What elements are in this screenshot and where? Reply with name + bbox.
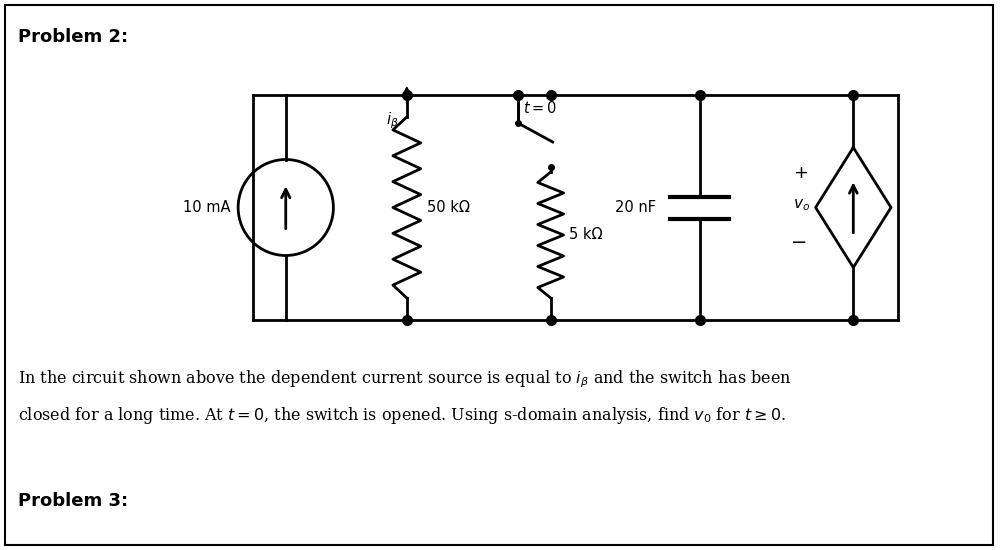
Text: closed for a long time. At $t = 0$, the switch is opened. Using s-domain analysi: closed for a long time. At $t = 0$, the … — [18, 405, 786, 426]
Text: $t = 0$: $t = 0$ — [523, 100, 557, 116]
Text: In the circuit shown above the dependent current source is equal to $i_{\beta}$ : In the circuit shown above the dependent… — [18, 368, 792, 389]
FancyBboxPatch shape — [5, 5, 993, 545]
Text: 10 mA: 10 mA — [183, 200, 230, 215]
Text: $v_o$: $v_o$ — [793, 197, 810, 213]
Text: Problem 2:: Problem 2: — [18, 28, 128, 46]
Text: 20 nF: 20 nF — [616, 200, 656, 215]
Text: 50 kΩ: 50 kΩ — [427, 200, 470, 215]
Text: $i_{\beta}$: $i_{\beta}$ — [386, 110, 398, 130]
Text: 5 kΩ: 5 kΩ — [568, 228, 602, 243]
Text: +: + — [793, 163, 808, 182]
Text: Problem 3:: Problem 3: — [18, 492, 128, 510]
Text: −: − — [792, 233, 808, 252]
